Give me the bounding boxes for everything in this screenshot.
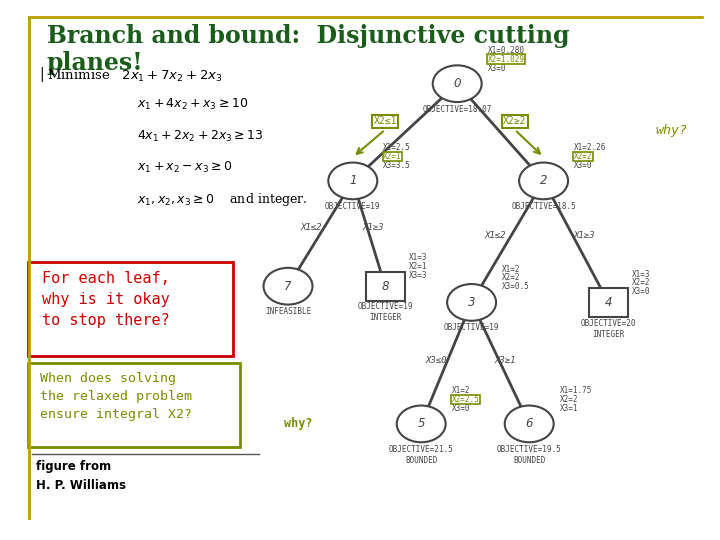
Text: X1≤2: X1≤2 [300, 224, 322, 232]
Text: figure from
H. P. Williams: figure from H. P. Williams [36, 460, 126, 492]
Text: OBJECTIVE=19
INTEGER: OBJECTIVE=19 INTEGER [357, 302, 413, 322]
Text: 0: 0 [454, 77, 461, 90]
Text: 8: 8 [382, 280, 389, 293]
Text: 2: 2 [540, 174, 547, 187]
Text: X2=2: X2=2 [502, 273, 521, 282]
Text: X3=0: X3=0 [574, 161, 593, 170]
Text: X1≥3: X1≥3 [362, 224, 384, 232]
Circle shape [505, 406, 554, 442]
Text: X1=2: X1=2 [502, 265, 521, 274]
Text: OBJECTIVE=18.07: OBJECTIVE=18.07 [423, 105, 492, 114]
Text: X3=0: X3=0 [487, 64, 506, 72]
Text: X2=1.029: X2=1.029 [487, 55, 524, 64]
Text: 1: 1 [349, 174, 356, 187]
FancyBboxPatch shape [366, 272, 405, 301]
Text: When does solving
the relaxed problem
ensure integral X2?: When does solving the relaxed problem en… [40, 372, 192, 421]
Text: X2≤1: X2≤1 [374, 117, 397, 126]
Text: X2≥2: X2≥2 [503, 117, 526, 126]
Text: OBJECTIVE=20
INTEGER: OBJECTIVE=20 INTEGER [580, 319, 636, 339]
Text: Minimise   $2x_1 + 7x_2 + 2x_3$: Minimise $2x_1 + 7x_2 + 2x_3$ [47, 68, 222, 84]
Text: X3=0: X3=0 [451, 404, 470, 413]
Text: OBJECTIVE=18.5: OBJECTIVE=18.5 [511, 202, 576, 211]
Text: X1=2.5: X1=2.5 [383, 143, 411, 152]
Text: X1=3: X1=3 [409, 253, 428, 262]
FancyBboxPatch shape [28, 363, 240, 447]
FancyBboxPatch shape [589, 288, 628, 317]
Text: INFEASIBLE: INFEASIBLE [265, 307, 311, 316]
Text: $x_1 + 4x_2 + x_3 \geq 10$: $x_1 + 4x_2 + x_3 \geq 10$ [137, 97, 248, 112]
Text: OBJECTIVE=21.5
BOUNDED: OBJECTIVE=21.5 BOUNDED [389, 445, 454, 465]
Circle shape [447, 284, 496, 321]
Text: X1=1.75: X1=1.75 [559, 386, 592, 395]
Text: X2=1: X2=1 [383, 152, 402, 161]
Text: X2=1: X2=1 [409, 262, 428, 271]
Text: X1≥3: X1≥3 [574, 232, 595, 240]
Text: X1=2: X1=2 [451, 386, 470, 395]
Text: why?: why? [284, 417, 313, 430]
Text: X3≥1: X3≥1 [495, 356, 516, 364]
Text: 7: 7 [284, 280, 292, 293]
Text: X3=3: X3=3 [409, 271, 428, 280]
Text: For each leaf,
why is it okay
to stop there?: For each leaf, why is it okay to stop th… [42, 271, 169, 328]
Text: X3=3.5: X3=3.5 [383, 161, 411, 170]
Text: X1=0.280: X1=0.280 [487, 46, 524, 55]
Text: X2=2: X2=2 [559, 395, 578, 404]
Text: $x_1 + x_2 - x_3 \geq 0$: $x_1 + x_2 - x_3 \geq 0$ [137, 160, 233, 175]
Text: $x_1, x_2, x_3 \geq 0 \quad$ and integer.: $x_1, x_2, x_3 \geq 0 \quad$ and integer… [137, 191, 307, 208]
Text: OBJECTIVE=19: OBJECTIVE=19 [444, 323, 500, 333]
Text: X3=0: X3=0 [632, 287, 651, 296]
Circle shape [519, 163, 568, 199]
Text: X3=0.5: X3=0.5 [502, 282, 530, 291]
Text: 5: 5 [418, 417, 425, 430]
Circle shape [328, 163, 377, 199]
Text: planes!: planes! [47, 51, 143, 75]
Text: |: | [39, 68, 43, 83]
FancyBboxPatch shape [28, 262, 233, 356]
Text: OBJECTIVE=19: OBJECTIVE=19 [325, 202, 381, 211]
Text: X3≤0: X3≤0 [426, 356, 447, 364]
Circle shape [397, 406, 446, 442]
Text: X3=1: X3=1 [559, 404, 578, 413]
Text: X2=2: X2=2 [574, 152, 593, 161]
Text: 6: 6 [526, 417, 533, 430]
Text: $4x_1 + 2x_2 + 2x_3 \geq 13$: $4x_1 + 2x_2 + 2x_3 \geq 13$ [137, 129, 264, 144]
Text: Branch and bound:  Disjunctive cutting: Branch and bound: Disjunctive cutting [47, 24, 570, 48]
Text: X2=2: X2=2 [632, 278, 651, 287]
Text: X1≤2: X1≤2 [485, 232, 506, 240]
Text: X1=3: X1=3 [632, 269, 651, 279]
Text: 4: 4 [605, 296, 612, 309]
Text: X2=2.5: X2=2.5 [451, 395, 480, 404]
Circle shape [433, 65, 482, 102]
Text: why?: why? [655, 124, 687, 137]
Text: OBJECTIVE=19.5
BOUNDED: OBJECTIVE=19.5 BOUNDED [497, 445, 562, 465]
Text: X1=2.26: X1=2.26 [574, 143, 606, 152]
Circle shape [264, 268, 312, 305]
Text: 3: 3 [468, 296, 475, 309]
